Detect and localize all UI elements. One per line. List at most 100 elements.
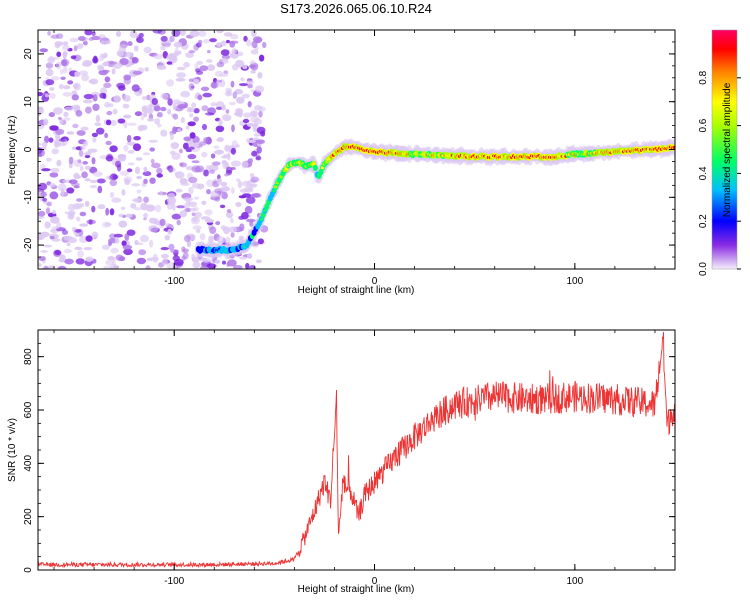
- noise-speckle: [123, 144, 129, 152]
- colorbar-tick-label: 0.8: [698, 70, 709, 84]
- noise-speckle: [191, 182, 201, 189]
- noise-speckle: [83, 247, 93, 251]
- noise-speckle: [222, 114, 232, 122]
- noise-speckle: [142, 171, 152, 177]
- noise-speckle: [237, 180, 243, 189]
- noise-speckle: [246, 218, 256, 223]
- noise-speckle: [221, 160, 227, 165]
- noise-speckle: [247, 83, 253, 89]
- noise-speckle: [219, 204, 226, 209]
- spectrogram-y-label: Frequency (Hz): [7, 116, 18, 185]
- noise-speckle: [108, 175, 113, 181]
- noise-speckle: [251, 40, 258, 49]
- noise-speckle: [70, 55, 77, 60]
- noise-speckle: [172, 103, 177, 111]
- noise-speckle: [123, 114, 132, 119]
- noise-speckle: [238, 195, 247, 199]
- snr-y-ticks: 0 200 400 600 800: [23, 329, 675, 573]
- noise-speckle: [225, 87, 233, 94]
- noise-speckle: [115, 31, 122, 37]
- noise-speckle: [96, 178, 106, 184]
- noise-speckle: [79, 223, 88, 227]
- noise-speckle: [249, 64, 256, 69]
- noise-speckle: [247, 158, 253, 164]
- noise-speckle: [149, 147, 155, 152]
- noise-speckle: [69, 37, 79, 43]
- noise-speckle: [221, 191, 228, 200]
- noise-speckle: [258, 54, 265, 62]
- noise-speckle: [91, 231, 99, 239]
- noise-speckle: [117, 118, 126, 124]
- noise-speckle: [126, 134, 132, 143]
- noise-speckle: [49, 92, 56, 99]
- ridge-core-point: [261, 213, 266, 217]
- noise-speckle: [129, 30, 138, 38]
- noise-speckle: [229, 33, 239, 40]
- noise-speckle: [174, 171, 179, 176]
- noise-speckle: [167, 109, 172, 115]
- noise-speckle: [183, 197, 194, 202]
- noise-speckle: [187, 146, 195, 150]
- noise-speckle: [215, 125, 225, 133]
- x-tick-label: -100: [164, 276, 184, 287]
- noise-speckle: [254, 85, 265, 93]
- noise-speckle: [74, 232, 80, 237]
- noise-speckle: [120, 206, 126, 211]
- noise-speckle: [160, 45, 166, 51]
- noise-speckle: [156, 167, 163, 174]
- noise-speckle: [230, 217, 234, 224]
- noise-speckle: [87, 148, 98, 153]
- noise-speckle: [168, 243, 175, 251]
- noise-speckle: [71, 90, 78, 96]
- noise-speckle: [113, 233, 123, 238]
- noise-speckle: [77, 159, 82, 164]
- noise-speckle: [105, 207, 110, 216]
- noise-speckle: [249, 264, 256, 269]
- noise-speckle: [80, 145, 86, 150]
- noise-speckle: [151, 98, 158, 105]
- noise-speckle: [48, 137, 54, 143]
- noise-speckle: [83, 93, 94, 100]
- noise-speckle: [149, 177, 156, 184]
- noise-speckle: [209, 169, 215, 174]
- noise-speckle: [134, 166, 141, 175]
- noise-speckle: [241, 93, 250, 99]
- noise-speckle: [121, 189, 126, 196]
- noise-speckle: [255, 259, 262, 264]
- noise-speckle: [257, 106, 266, 112]
- noise-speckle: [250, 49, 259, 55]
- noise-speckle: [226, 39, 230, 44]
- noise-speckle: [92, 137, 97, 143]
- noise-speckle: [76, 216, 81, 222]
- noise-speckle: [125, 213, 133, 218]
- noise-speckle: [140, 112, 145, 121]
- noise-speckle: [123, 248, 133, 256]
- noise-speckle: [189, 30, 200, 37]
- noise-speckle: [210, 81, 219, 89]
- noise-speckle: [115, 160, 122, 168]
- x-tick-label: 0: [372, 276, 378, 287]
- noise-speckle: [79, 165, 84, 172]
- noise-speckle: [76, 198, 83, 202]
- noise-speckle: [135, 157, 143, 161]
- noise-speckle: [49, 191, 59, 200]
- noise-speckle: [207, 49, 211, 54]
- noise-speckle: [38, 182, 48, 191]
- noise-speckle: [185, 52, 194, 58]
- noise-speckle: [119, 170, 130, 176]
- noise-speckle: [160, 92, 169, 100]
- noise-speckle: [73, 175, 82, 179]
- noise-speckle: [151, 162, 161, 169]
- ridge-core: [195, 143, 675, 254]
- noise-speckle: [47, 57, 56, 64]
- noise-speckle: [58, 138, 66, 142]
- colorbar-tick-label: 0.4: [698, 166, 709, 180]
- noise-speckle: [66, 131, 75, 135]
- noise-speckle: [104, 102, 111, 108]
- noise-speckle: [193, 116, 200, 122]
- noise-speckle: [188, 176, 198, 184]
- noise-speckle: [148, 139, 158, 143]
- noise-speckle: [113, 95, 121, 103]
- noise-speckle: [181, 255, 186, 261]
